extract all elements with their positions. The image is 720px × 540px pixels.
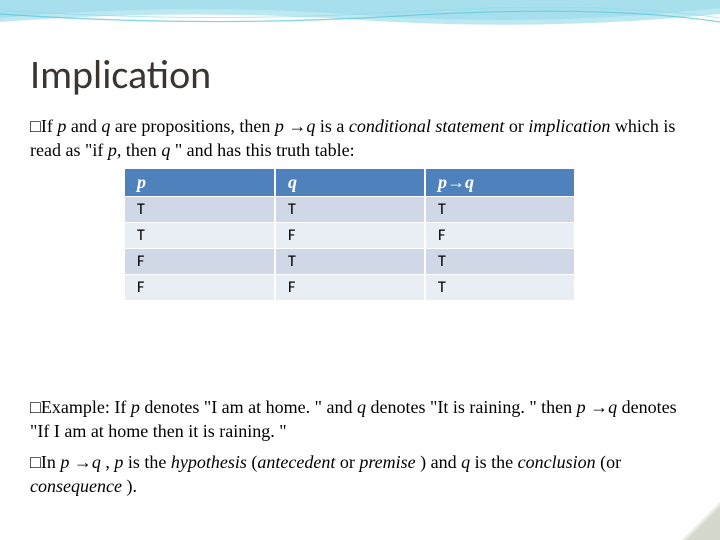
terminology-paragraph: □In p →q , p is the hypothesis (antecede… [30, 450, 690, 499]
var-q: q [357, 397, 366, 417]
slide-title: Implication [30, 50, 690, 99]
term-consequence: consequence [30, 476, 122, 496]
var-pq: p →q [275, 116, 316, 136]
t: ). [122, 476, 137, 496]
cell: T [125, 222, 275, 248]
cell: T [275, 248, 425, 274]
cell: F [275, 274, 425, 300]
cell: T [425, 248, 575, 274]
t: ) and [416, 452, 461, 472]
table-row: T F F [125, 222, 575, 248]
bullet-2: □ [30, 397, 41, 417]
cell: T [125, 196, 275, 222]
col-p: p [125, 169, 275, 197]
var-pq: p →q [577, 397, 618, 417]
truth-table: p q p→q T T T T F F F T T F F T [125, 169, 576, 301]
bullet-3: □ [30, 452, 41, 472]
t: ( [247, 452, 258, 472]
t: then [121, 140, 161, 160]
cell: T [425, 196, 575, 222]
cell: F [125, 274, 275, 300]
t: If [41, 116, 58, 136]
truth-table-container: p q p→q T T T T F F F T T F F T [125, 169, 690, 301]
t: is a [315, 116, 349, 136]
t: or [504, 116, 528, 136]
var-q2: q [161, 140, 170, 160]
t: " and has this truth table: [170, 140, 354, 160]
var-p: p [131, 397, 140, 417]
cell: F [425, 222, 575, 248]
table-row: F T T [125, 248, 575, 274]
var-p2: p, [108, 140, 122, 160]
var-q: q [461, 452, 470, 472]
definition-paragraph: □If p and q are propositions, then p →q … [30, 114, 690, 163]
term-hypothesis: hypothesis [171, 452, 247, 472]
term-antecedent: antecedent [257, 452, 335, 472]
t: denotes "It is raining. " then [366, 397, 577, 417]
t: : If [105, 397, 131, 417]
table-row: F F T [125, 274, 575, 300]
col-pq: p→q [425, 169, 575, 197]
wave-decoration [0, 0, 720, 50]
term-implication: implication [528, 116, 610, 136]
var-pq: p →q [60, 452, 101, 472]
t: and [66, 116, 101, 136]
example-paragraph: □Example: If p denotes "I am at home. " … [30, 395, 690, 444]
t: In [41, 452, 61, 472]
cell: F [125, 248, 275, 274]
t: (or [596, 452, 622, 472]
col-q: q [275, 169, 425, 197]
table-header-row: p q p→q [125, 169, 575, 197]
t: , [101, 452, 115, 472]
bullet-1: □ [30, 116, 41, 136]
t: is the [470, 452, 518, 472]
term-conclusion: conclusion [518, 452, 596, 472]
cell: T [425, 274, 575, 300]
cell: T [275, 196, 425, 222]
term-conditional: conditional statement [349, 116, 504, 136]
term-premise: premise [359, 452, 415, 472]
t: or [335, 452, 359, 472]
t: denotes "I am at home. " and [140, 397, 357, 417]
table-row: T T T [125, 196, 575, 222]
t: are propositions, then [110, 116, 274, 136]
page-curl-inner [686, 506, 720, 540]
t: is the [123, 452, 171, 472]
example-label: Example [41, 397, 105, 417]
cell: F [275, 222, 425, 248]
